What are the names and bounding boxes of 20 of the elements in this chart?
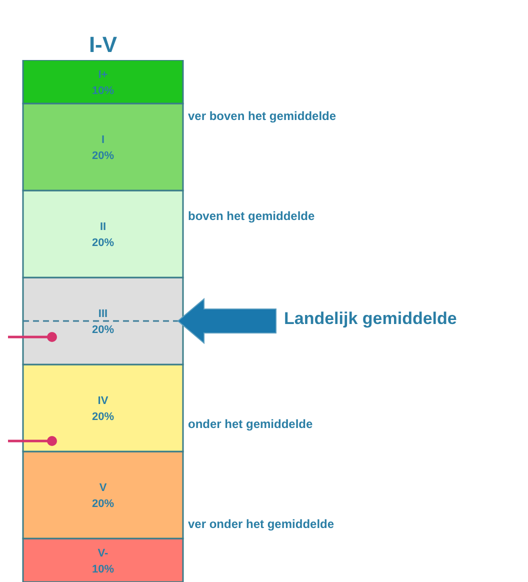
data-label: 20% <box>92 324 114 336</box>
text: onder het gemiddelde <box>188 417 313 432</box>
text: ver onder het gemiddelde <box>188 516 334 531</box>
ref-line-label: Landelijk gemiddelde <box>284 309 457 329</box>
data-label: 20% <box>92 237 114 249</box>
series-label: IV <box>98 395 109 407</box>
x-tick-label: I-V <box>88 32 118 57</box>
data-label: 20% <box>92 498 114 510</box>
series-label: V- <box>98 547 109 560</box>
text: boven het gemiddelde <box>188 208 315 223</box>
data-label: 10% <box>92 84 114 97</box>
series-label: V <box>99 482 108 494</box>
series-label: III <box>98 308 108 320</box>
series-label: II <box>100 221 106 233</box>
data-label: 10% <box>92 563 114 576</box>
data-label: 20% <box>92 411 114 423</box>
data-label: 20% <box>92 150 114 162</box>
series-label: I <box>101 134 105 146</box>
text: ver boven het gemiddelde <box>188 109 336 124</box>
series-label: I+ <box>98 68 108 81</box>
